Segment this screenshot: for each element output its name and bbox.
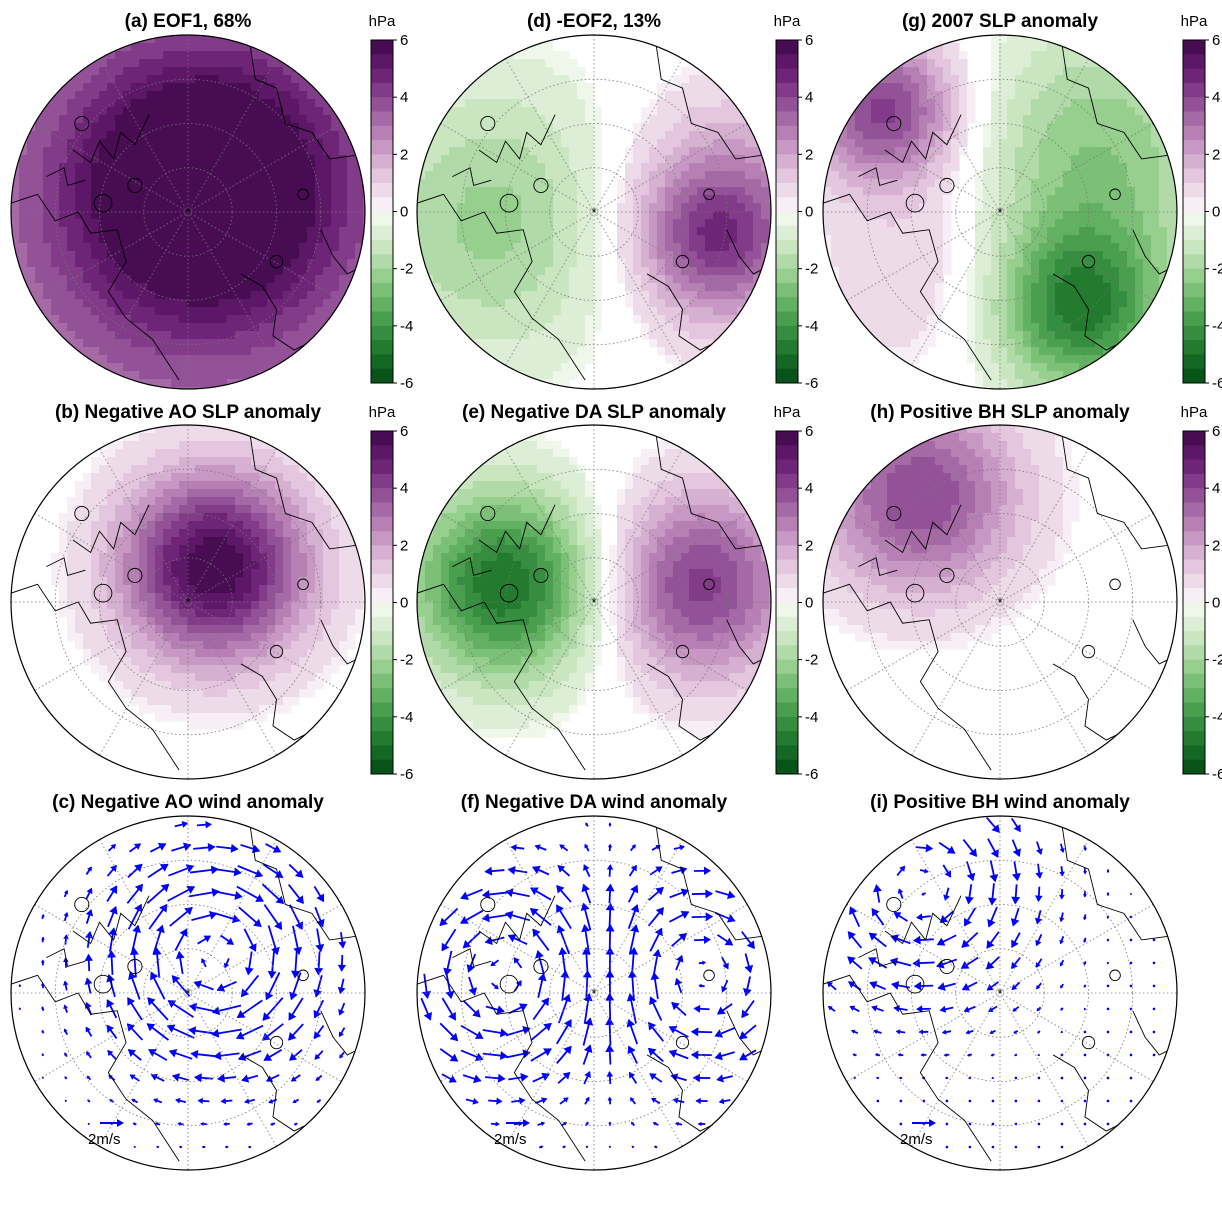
panel-c: (c) Negative AO wind anomaly * 2m/s (11, 792, 365, 1170)
panel-a: (a) EOF1, 68% * (11, 11, 372, 396)
wind-reference-label-f: 2m/s (494, 1131, 527, 1148)
panel-title-b: (b) Negative AO SLP anomaly (55, 402, 321, 423)
wind-vectors-f (421, 823, 756, 1147)
panel-title-a: (a) EOF1, 68% (125, 11, 252, 32)
pole-marker-i: * (997, 986, 1002, 1001)
map-b (11, 425, 372, 779)
colorbar-tick: 6 (1212, 32, 1220, 49)
colorbar-tick: 4 (1212, 89, 1220, 106)
pole-marker-c: * (185, 986, 190, 1001)
colorbar-unit: hPa (774, 404, 801, 421)
colorbar-tick: 2 (400, 537, 408, 554)
colorbar-tick: -6 (805, 766, 818, 783)
colorbar-tick: 0 (1212, 595, 1220, 612)
colorbar-tick: 2 (1212, 537, 1220, 554)
colorbar-tick: -2 (400, 261, 413, 278)
pole-marker-g: * (997, 205, 1002, 220)
colorbar-tick: -2 (1212, 652, 1222, 669)
pole-marker-b: * (185, 595, 190, 610)
colorbar-unit: hPa (1181, 404, 1208, 421)
colorbar-tick: 6 (400, 423, 408, 440)
colorbar-tick: -6 (400, 375, 413, 392)
panel-title-g: (g) 2007 SLP anomaly (902, 11, 1098, 32)
pole-marker-h: * (997, 595, 1002, 610)
colorbar-tick: 6 (1212, 423, 1220, 440)
map-a (11, 35, 372, 396)
panel-d: (d) -EOF2, 13% * (417, 11, 778, 389)
wind-vectors-i (828, 818, 1155, 1148)
colorbar-tick: -6 (1212, 375, 1222, 392)
colorbar-tick: 6 (400, 32, 408, 49)
colorbar-tick: -4 (805, 709, 818, 726)
pole-marker-a: * (185, 205, 190, 220)
colorbar-tick: 4 (805, 89, 813, 106)
colorbar-tick: -6 (400, 766, 413, 783)
colorbar-tick: 4 (400, 89, 408, 106)
wind-reference-label-i: 2m/s (900, 1131, 933, 1148)
colorbar-tick: -4 (1212, 709, 1222, 726)
colorbar-tick: 2 (400, 146, 408, 163)
wind-vectors-c (19, 822, 345, 1148)
panel-i: (i) Positive BH wind anomaly * 2m/s (823, 792, 1177, 1170)
colorbar-tick: 0 (805, 204, 813, 221)
panel-b: (b) Negative AO SLP anomaly * (11, 402, 372, 779)
panel-h: (h) Positive BH SLP anomaly * (823, 402, 1177, 779)
wind-reference-i: 2m/s (900, 1119, 936, 1148)
colorbar-tick: 0 (400, 595, 408, 612)
colorbar-unit: hPa (774, 13, 801, 30)
colorbar-tick: -2 (805, 652, 818, 669)
panel-f: (f) Negative DA wind anomaly * 2m/s (417, 792, 771, 1170)
colorbar-tick: -4 (400, 318, 413, 335)
colorbar-tick: -6 (1212, 766, 1222, 783)
colorbar-tick: 4 (400, 480, 408, 497)
colorbar-tick: -2 (1212, 261, 1222, 278)
colorbar-tick: 6 (805, 32, 813, 49)
panel-title-e: (e) Negative DA SLP anomaly (462, 402, 726, 423)
panel-title-c: (c) Negative AO wind anomaly (52, 792, 324, 813)
colorbar-unit: hPa (369, 13, 396, 30)
colorbar-tick: 2 (805, 146, 813, 163)
wind-reference-f: 2m/s (494, 1119, 530, 1148)
colorbar-unit: hPa (369, 404, 396, 421)
panel-title-i: (i) Positive BH wind anomaly (870, 792, 1130, 813)
colorbar-tick: -2 (400, 652, 413, 669)
colorbar-tick: 2 (1212, 146, 1220, 163)
colorbar-tick: 0 (805, 595, 813, 612)
pole-marker-f: * (591, 986, 596, 1001)
colorbar-tick: -4 (1212, 318, 1222, 335)
map-g (823, 35, 1184, 396)
map-e (417, 425, 778, 779)
colorbar-unit: hPa (1181, 13, 1208, 30)
colorbar-tick: 6 (805, 423, 813, 440)
colorbar-tick: -4 (805, 318, 818, 335)
colorbar-tick: 0 (1212, 204, 1220, 221)
panel-title-h: (h) Positive BH SLP anomaly (870, 402, 1130, 423)
colorbar-tick: 2 (805, 537, 813, 554)
panel-g: (g) 2007 SLP anomaly * (823, 11, 1184, 396)
pole-marker-e: * (591, 595, 596, 610)
panel-title-d: (d) -EOF2, 13% (527, 11, 661, 32)
wind-reference-label-c: 2m/s (88, 1131, 121, 1148)
pole-marker-d: * (591, 205, 596, 220)
panel-e: (e) Negative DA SLP anomaly * (417, 402, 778, 779)
colorbar-tick: -6 (805, 375, 818, 392)
colorbar-tick: 4 (805, 480, 813, 497)
panel-title-f: (f) Negative DA wind anomaly (461, 792, 728, 813)
colorbar-tick: -4 (400, 709, 413, 726)
colorbar-tick: 4 (1212, 480, 1220, 497)
colorbar-tick: 0 (400, 204, 408, 221)
map-d (417, 35, 778, 389)
wind-reference-c: 2m/s (88, 1119, 124, 1148)
colorbar-tick: -2 (805, 261, 818, 278)
